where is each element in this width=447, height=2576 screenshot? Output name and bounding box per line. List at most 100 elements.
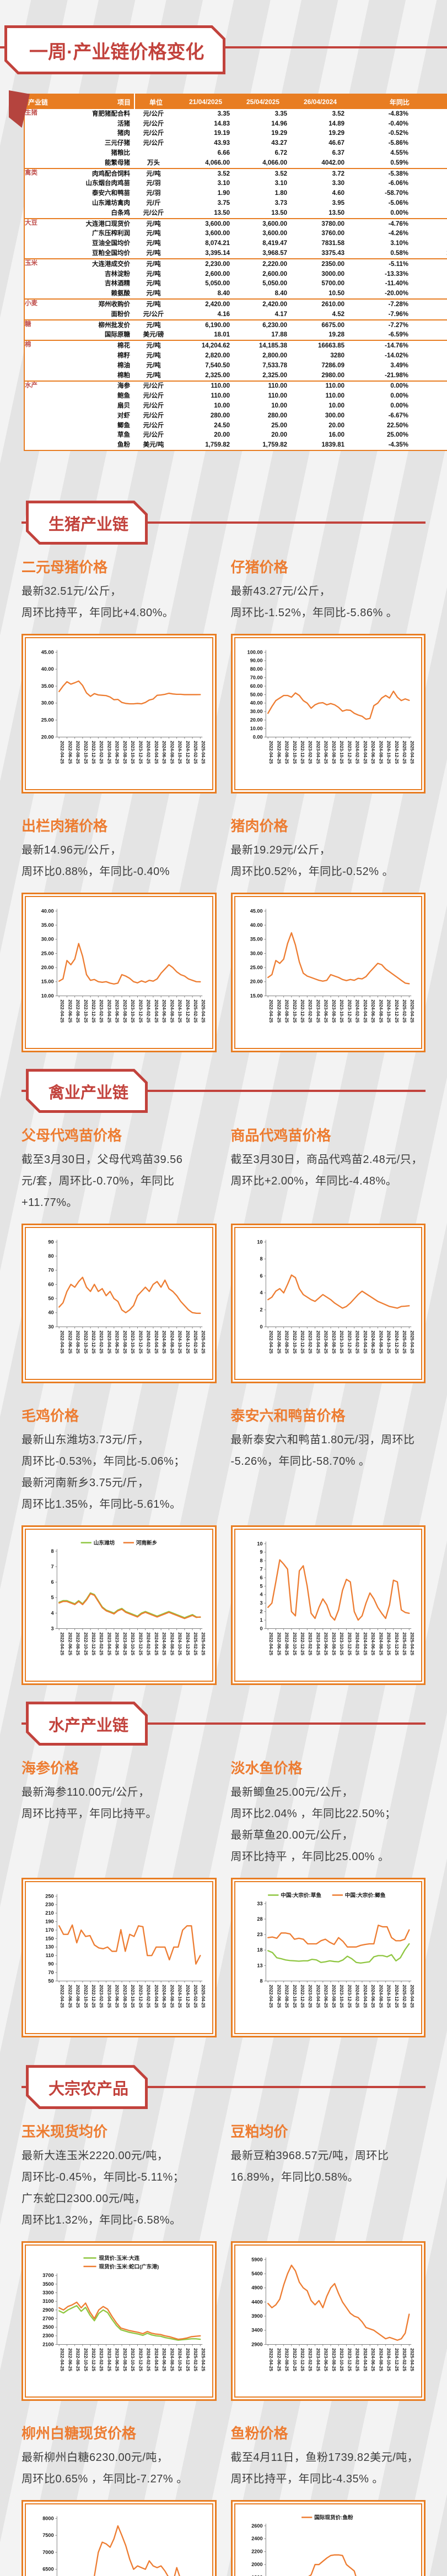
svg-text:2024-10-25: 2024-10-25 xyxy=(386,1632,391,1655)
cell-yoy: 0.00% xyxy=(390,209,408,216)
chart-frame-inner: 20.00 25.00 30.00 35.00 40.00 45.00 2022-04-25… xyxy=(25,637,213,791)
svg-text:2022-08-25: 2022-08-25 xyxy=(284,1330,289,1354)
svg-text:40.00: 40.00 xyxy=(41,908,53,914)
svg-text:2022-08-25: 2022-08-25 xyxy=(284,2348,289,2371)
cell-item: 山东潍坊禽肉 xyxy=(92,200,130,207)
svg-text:2024-02-25: 2024-02-25 xyxy=(355,2348,360,2371)
section-header-row: 水产产业链 xyxy=(21,1702,426,1746)
card-description: 截至3月30日，父母代鸡苗39.56 元/套，周环比-0.70%，年同比 +11.7… xyxy=(21,1149,217,1214)
svg-text:4400: 4400 xyxy=(251,2299,262,2305)
cell-price-1: 13.50 xyxy=(214,209,230,216)
svg-text:2024-04-25: 2024-04-25 xyxy=(363,1985,368,2008)
price-chart: 5500600065007000750080002022-04-252022-0… xyxy=(42,2515,180,2576)
card-description-line: 16.89%，年同比0.58%。 xyxy=(230,2171,359,2184)
svg-text:2022-10-25: 2022-10-25 xyxy=(292,2348,297,2371)
price-chart: 2900 3400 3900 4400 4900 5400 5900 2022-04-25 20… xyxy=(251,2257,414,2371)
svg-text:8: 8 xyxy=(260,1558,263,1563)
cell-price-3: 3000.00 xyxy=(321,270,344,278)
svg-text:45.00: 45.00 xyxy=(41,649,53,655)
svg-text:2023-12-25: 2023-12-25 xyxy=(138,741,143,764)
svg-text:2025-02-25: 2025-02-25 xyxy=(193,1330,198,1354)
card-description-line: 截至4月11日，鱼粉1739.82美元/吨， xyxy=(230,2452,419,2464)
svg-text:2023-02-25: 2023-02-25 xyxy=(99,1985,104,2008)
card-description-line: 最新14.96元/公斤， xyxy=(21,844,122,857)
svg-text:2024-06-25: 2024-06-25 xyxy=(161,1985,166,2008)
svg-text:2023-12-25: 2023-12-25 xyxy=(347,2348,352,2371)
cell-price-2: 19.29 xyxy=(271,130,287,137)
cell-item: 国际原糖 xyxy=(105,331,130,339)
cell-item: 棉籽 xyxy=(117,352,130,360)
cell-price-1: 110.00 xyxy=(211,393,230,400)
table-row: 面粉价 元/公斤 4.16 4.17 4.52 -7.96% 0.24% xyxy=(24,309,447,320)
section-tag-box: 生猪产业链 xyxy=(26,501,148,545)
svg-text:2022-04-25: 2022-04-25 xyxy=(60,1632,64,1655)
svg-text:2023-10-25: 2023-10-25 xyxy=(130,1330,135,1354)
cell-item: 大连港口现货价 xyxy=(62,218,134,229)
cell-wow: 0.90% xyxy=(413,148,447,158)
card-description-line: 周环比0.52%，年同比-0.52% 。 xyxy=(230,866,394,878)
chart-frame-inner: 3 4 5 6 7 8 2022-04-25 2022-06-25 2022-08-25 2022… xyxy=(25,1529,213,1682)
price-card: 鱼粉价格 截至4月11日，鱼粉1739.82美元/吨， 周环比持平，年同比-4.3… xyxy=(230,2424,426,2576)
card-title: 猪肉价格 xyxy=(230,818,288,835)
svg-text:2025-04-25: 2025-04-25 xyxy=(410,999,414,1023)
cell-price-1: 280.00 xyxy=(210,412,230,419)
cell-unit: 元/羽 xyxy=(146,180,161,187)
col-header-wow: 周环比 xyxy=(413,94,447,109)
svg-text:90.00: 90.00 xyxy=(250,658,263,664)
svg-text:2022-12-25: 2022-12-25 xyxy=(300,2348,305,2371)
section-tag-box: 禽业产业链 xyxy=(26,1069,148,1113)
cell-yoy: 3.10% xyxy=(390,240,408,247)
cell-price-1: 3,600.00 xyxy=(177,218,234,229)
svg-text:2024-08-25: 2024-08-25 xyxy=(379,2348,384,2371)
svg-text:28: 28 xyxy=(257,1916,263,1922)
price-card: 豆粕均价 最新豆粕3968.57元/吨，周环比 16.89%，年同比0.58%。 … xyxy=(230,2122,426,2401)
svg-text:2023-08-25: 2023-08-25 xyxy=(331,741,336,764)
svg-text:250: 250 xyxy=(45,1893,53,1899)
svg-text:70: 70 xyxy=(48,1268,53,1273)
svg-text:2300: 2300 xyxy=(42,2333,53,2339)
cell-unit: 元/吨 xyxy=(146,352,161,360)
svg-text:2900: 2900 xyxy=(251,2341,262,2347)
svg-text:2024-04-25: 2024-04-25 xyxy=(363,999,368,1023)
svg-text:2022-08-25: 2022-08-25 xyxy=(75,2348,80,2371)
table-row: 扇贝 元/公斤 10.00 10.00 10.00 0.00% 0.00% xyxy=(24,401,447,411)
svg-text:30: 30 xyxy=(48,1324,53,1329)
svg-text:2024-10-25: 2024-10-25 xyxy=(177,1985,182,2008)
cell-wow: 0.00% xyxy=(413,229,447,239)
chart-frame-inner: 50 70 90 110 130 150 170 190 210 230 250 2022-04-25… xyxy=(25,1881,213,2035)
svg-text:2022-12-25: 2022-12-25 xyxy=(91,2348,96,2371)
card-title: 二元母猪价格 xyxy=(21,559,108,576)
svg-text:2025-04-25: 2025-04-25 xyxy=(201,1330,206,1354)
svg-text:3400: 3400 xyxy=(251,2328,262,2333)
svg-text:2024-04-25: 2024-04-25 xyxy=(363,1632,368,1655)
cards-row: 玉米现货均价 最新大连玉米2220.00元/吨， 周环比-0.45%，年同比-5.… xyxy=(21,2122,426,2401)
cell-unit: 美元/吨 xyxy=(143,442,164,449)
svg-text:18: 18 xyxy=(257,1947,263,1953)
chart-frame-inner: 15.00 20.00 25.00 30.00 35.00 40.00 45.00 2022-… xyxy=(234,896,422,1050)
cell-price-3: 7286.09 xyxy=(321,362,344,369)
svg-text:2022-10-25: 2022-10-25 xyxy=(292,999,297,1023)
cell-price-3: 7831.58 xyxy=(321,240,344,247)
svg-text:7: 7 xyxy=(260,1567,263,1572)
cell-price-3: 4.52 xyxy=(332,311,344,318)
svg-text:2023-12-25: 2023-12-25 xyxy=(138,1330,143,1354)
card-description-line: 周环比-1.52%，年同比-5.86% 。 xyxy=(230,607,398,619)
cell-yoy: 3.49% xyxy=(390,362,408,369)
chart-frame-inner: 5500600065007000750080002022-04-252022-0… xyxy=(25,2503,213,2576)
svg-text:2024-10-25: 2024-10-25 xyxy=(386,999,391,1023)
svg-text:100.00: 100.00 xyxy=(247,649,263,655)
cell-yoy: -7.96% xyxy=(388,311,408,318)
svg-text:2024-12-25: 2024-12-25 xyxy=(394,1632,399,1655)
svg-text:2024-10-25: 2024-10-25 xyxy=(386,2348,391,2371)
svg-text:6: 6 xyxy=(260,1575,263,1580)
svg-text:2022-06-25: 2022-06-25 xyxy=(67,1632,72,1655)
cell-unit: 元/吨 xyxy=(134,319,177,330)
svg-text:2700: 2700 xyxy=(42,2316,53,2322)
svg-text:5900: 5900 xyxy=(251,2257,262,2262)
cell-unit: 元/吨 xyxy=(146,230,161,237)
cell-item: 广东压榨利润 xyxy=(92,230,130,237)
svg-text:2022-10-25: 2022-10-25 xyxy=(292,1330,297,1354)
svg-text:3: 3 xyxy=(51,1626,53,1631)
chart-frame: 2900 3400 3900 4400 4900 5400 5900 2022-04-25 20… xyxy=(230,2241,426,2401)
svg-text:2022-10-25: 2022-10-25 xyxy=(292,1632,297,1655)
